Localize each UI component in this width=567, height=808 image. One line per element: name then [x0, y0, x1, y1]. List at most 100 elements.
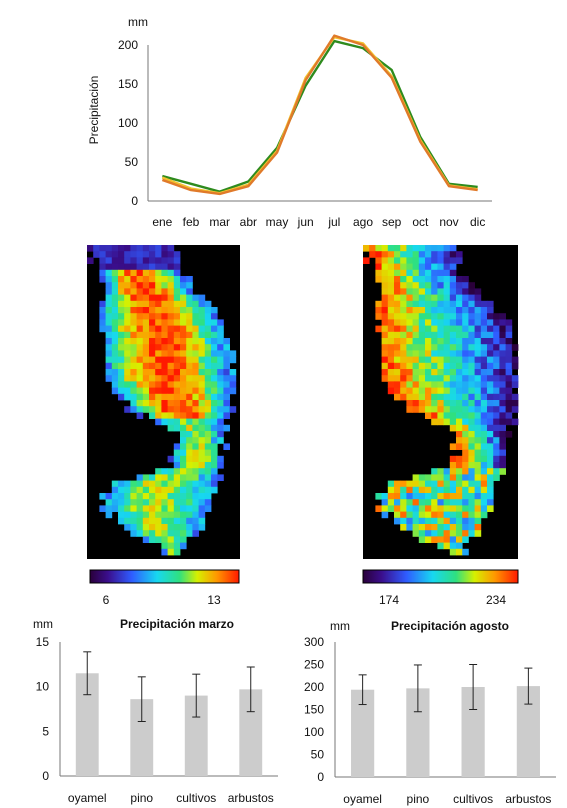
map-cell — [394, 480, 401, 488]
map-cell — [400, 387, 407, 395]
map-cell — [456, 282, 463, 289]
map-cell — [105, 344, 113, 351]
map-cell — [111, 325, 119, 333]
map-cell — [155, 294, 162, 302]
map-cell — [149, 331, 156, 339]
map-cell — [487, 375, 494, 382]
map-cell — [186, 493, 193, 500]
map-cell — [180, 418, 187, 426]
map-cell — [173, 251, 181, 258]
map-cell — [505, 406, 513, 413]
map-cell — [149, 362, 156, 370]
map-cell — [124, 245, 131, 252]
map-cell — [186, 406, 193, 413]
map-cell — [449, 530, 457, 537]
map-cell — [186, 307, 193, 314]
map-cell — [186, 517, 193, 525]
map-cell — [173, 418, 181, 426]
map-cell — [204, 344, 212, 351]
map-cell — [443, 536, 451, 543]
map-cell — [456, 480, 463, 488]
map-cell — [487, 387, 494, 395]
map-cell — [431, 517, 438, 525]
map-cell — [499, 381, 506, 388]
line-x-tick-label: jul — [327, 215, 340, 229]
map-cell — [425, 356, 432, 364]
bar-y-tick-label: 50 — [311, 748, 325, 762]
bar — [130, 699, 154, 776]
map-cell — [375, 263, 382, 271]
map-cell — [487, 499, 494, 506]
map-cell — [449, 300, 457, 308]
map-cell — [105, 338, 113, 345]
map-cell — [173, 493, 181, 500]
map-cell — [192, 381, 199, 388]
map-cell — [425, 294, 432, 302]
map-cell — [387, 480, 395, 488]
map-cell — [186, 511, 193, 519]
map-cell — [223, 362, 230, 370]
map-cell — [456, 325, 463, 333]
map-cell — [394, 276, 401, 283]
map-cell — [198, 468, 206, 475]
map-cell — [480, 344, 488, 351]
map-cell — [505, 350, 513, 357]
map-cell — [211, 424, 218, 432]
map-cell — [493, 437, 500, 444]
map-cell — [456, 344, 463, 351]
map-cell — [375, 251, 382, 258]
map-cell — [105, 251, 113, 258]
map-cell — [99, 251, 106, 258]
map-cell — [105, 362, 113, 370]
map-cell — [400, 307, 407, 314]
map-cell — [468, 431, 475, 438]
map-cell — [499, 462, 506, 469]
map-cell — [412, 282, 420, 289]
map-cell — [111, 344, 119, 351]
map-cell — [387, 362, 395, 370]
map-cell — [493, 387, 500, 395]
map-cell — [505, 338, 513, 345]
map-cell — [462, 338, 469, 345]
map-cell — [217, 400, 224, 407]
map-cell — [375, 269, 382, 277]
map-cell — [394, 257, 401, 264]
map-cell — [217, 338, 224, 345]
map-cell — [387, 499, 395, 506]
map-cell — [400, 251, 407, 258]
map-cell — [418, 480, 426, 488]
map-cell — [511, 406, 519, 413]
map-cell — [211, 393, 218, 401]
map-cell — [394, 313, 401, 320]
map-cell — [211, 350, 218, 357]
map-cell — [480, 400, 488, 407]
map-cell — [468, 437, 475, 444]
map-cell — [180, 313, 187, 320]
map-cell — [130, 356, 137, 364]
map-cell — [462, 548, 469, 556]
map-cell — [124, 499, 131, 506]
map-cell — [425, 511, 432, 519]
map-cell — [136, 362, 144, 370]
map-cell — [468, 455, 475, 463]
map-cell — [456, 418, 463, 426]
map-cell — [167, 536, 175, 543]
map-cell — [111, 282, 119, 289]
map-cell — [468, 319, 475, 326]
map-cell — [487, 455, 494, 463]
map-cell — [387, 257, 395, 264]
map-cell — [149, 393, 156, 401]
map-cell — [198, 325, 206, 333]
map-cell — [180, 387, 187, 395]
map-cell — [124, 356, 131, 364]
map-cell — [431, 251, 438, 258]
map-cell — [511, 362, 519, 370]
map-cell — [449, 263, 457, 271]
map-cell — [431, 300, 438, 308]
map-cell — [418, 282, 426, 289]
bar — [239, 689, 263, 776]
line-x-tick-label: oct — [412, 215, 429, 229]
map-cell — [456, 319, 463, 326]
map-cell — [167, 319, 175, 326]
